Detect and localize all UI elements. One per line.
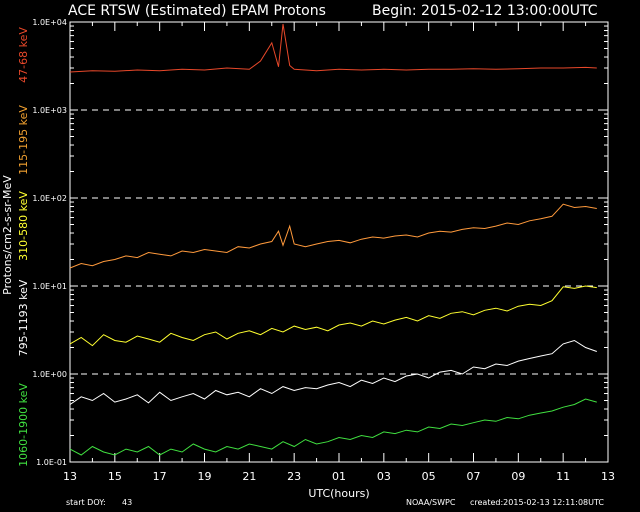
x-tick-label: 17	[153, 470, 167, 483]
begin-time: Begin: 2015-02-12 13:00:00UTC	[372, 3, 598, 19]
series-line-3	[69, 203, 597, 269]
series-label: 310-580 keV	[17, 191, 30, 261]
y-tick-label: 1.0E+00	[32, 370, 67, 379]
x-tick-label: 03	[377, 470, 391, 483]
x-tick-label: 19	[198, 470, 212, 483]
series-line-1	[69, 23, 597, 73]
plot-frame	[69, 21, 609, 463]
series-line-5	[69, 339, 597, 405]
y-tick-label: 1.0E+04	[32, 18, 67, 27]
x-tick-label: 13	[601, 470, 615, 483]
x-axis-label: UTC(hours)	[308, 487, 369, 500]
x-tick-label: 13	[63, 470, 77, 483]
series-label: 1060-1900 keV	[17, 383, 30, 467]
x-tick-label: 01	[332, 470, 346, 483]
chart-title: ACE RTSW (Estimated) EPAM Protons	[68, 3, 326, 19]
source-label: NOAA/SWPC	[406, 498, 456, 507]
series-line-6	[69, 398, 597, 456]
x-tick-label: 05	[422, 470, 436, 483]
y-tick-label: 1.0E+01	[32, 282, 67, 291]
created-timestamp: created:2015-02-13 12:11:08UTC	[470, 498, 604, 507]
y-tick-label: 1.0E+02	[32, 194, 67, 203]
x-tick-label: 23	[287, 470, 301, 483]
y-tick-label: 1.0E-01	[36, 458, 67, 467]
series-label: 115-195 keV	[17, 105, 30, 175]
y-tick-label: 1.0E+03	[32, 106, 67, 115]
start-doy-value: 43	[122, 498, 133, 507]
x-tick-label: 07	[467, 470, 481, 483]
y-axis-label: Protons/cm2-s-sr-MeV	[1, 175, 14, 295]
x-tick-label: 21	[242, 470, 256, 483]
start-doy-label: start DOY:	[66, 498, 106, 507]
series-label: 795-1193 keV	[17, 279, 30, 356]
x-tick-label: 15	[108, 470, 122, 483]
series-label: 47-68 keV	[17, 27, 30, 83]
series-line-4	[69, 285, 597, 347]
x-tick-label: 09	[511, 470, 525, 483]
x-tick-label: 11	[556, 470, 570, 483]
